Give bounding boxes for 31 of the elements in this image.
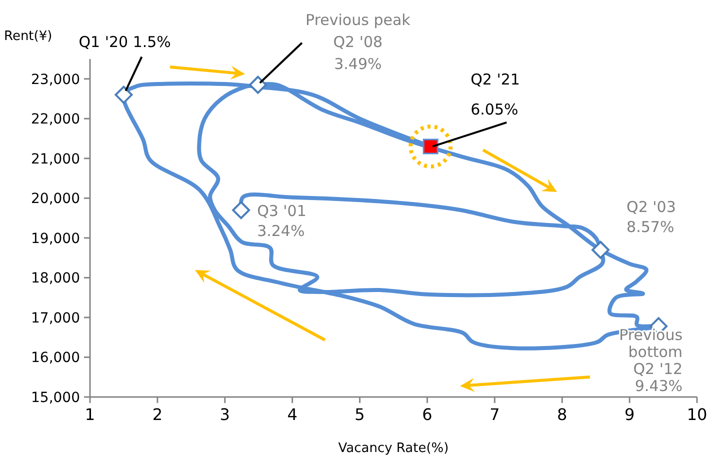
y-tick-label: 15,000 <box>31 390 80 406</box>
y-tick-label: 18,000 <box>31 270 80 287</box>
point <box>248 76 267 94</box>
x-tick-label: 4 <box>287 405 298 424</box>
x-axis-title: Vacancy Rate(%) <box>338 441 449 456</box>
annotation: Previous peak Q2 '08 3.49% <box>306 10 411 73</box>
y-tick-label: 21,000 <box>31 151 80 168</box>
y-tick-label: 16,000 <box>31 350 80 366</box>
point <box>114 86 133 104</box>
y-axis-title: Rent(¥) <box>4 29 52 44</box>
annotation: Q2 '03 8.57% <box>626 198 676 236</box>
x-tick-label: 2 <box>152 405 163 424</box>
y-tick-label: 17,000 <box>31 310 80 326</box>
x-tick-label: 6 <box>422 405 432 424</box>
y-tick-label: 20,000 <box>31 191 80 208</box>
x-tick-label: 7 <box>490 405 500 424</box>
annotation: Q2 '21 6.05% <box>470 70 520 118</box>
y-tick-label: 23,000 <box>31 72 80 88</box>
x-tick-label: 5 <box>354 405 365 424</box>
point <box>592 240 610 259</box>
x-tick-label: 3 <box>220 405 230 424</box>
y-tick-label: 22,000 <box>31 112 80 128</box>
point <box>232 201 250 220</box>
annotation: Q1 '20 1.5% <box>78 32 171 51</box>
x-tick-label: 10 <box>686 405 708 424</box>
x-tick-label: 8 <box>557 405 568 424</box>
y-tick-label: 19,000 <box>31 230 80 247</box>
annotation: Q3 '01 3.24% <box>257 202 306 240</box>
x-tick-label: 1 <box>84 405 96 424</box>
x-tick-label: 9 <box>624 405 635 424</box>
annotation: Previous bottom Q2 '12 9.43% <box>619 326 683 396</box>
